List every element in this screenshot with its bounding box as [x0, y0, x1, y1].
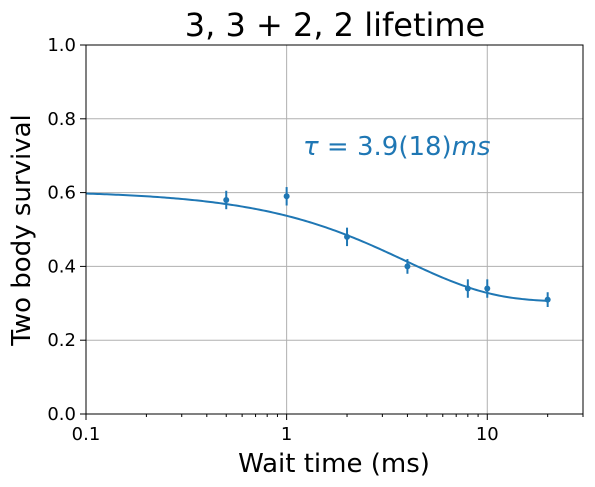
x-tick-label: 1 [281, 424, 292, 445]
y-tick-label: 0.4 [47, 256, 76, 277]
data-point [223, 196, 230, 203]
data-point [544, 296, 551, 303]
y-tick-label: 1.0 [47, 35, 76, 56]
tau-symbol: τ [303, 132, 319, 162]
tau-equals: = [319, 132, 357, 162]
x-tick-label: 10 [476, 424, 499, 445]
y-tick-label: 0.6 [47, 183, 76, 204]
y-axis: 0.0 0.2 0.4 0.6 0.8 1.0 [47, 35, 86, 425]
y-tick-label: 0.0 [47, 404, 76, 425]
y-tick-label: 0.8 [47, 109, 76, 130]
grid [86, 45, 583, 414]
data-point [484, 285, 491, 292]
fit-curve [85, 192, 548, 302]
points-layer [223, 187, 551, 307]
x-axis: 0.1 1 10 [72, 414, 584, 445]
tau-value: 3.9(18) [357, 132, 452, 162]
fit-layer [85, 192, 548, 302]
x-tick-label: 0.1 [72, 424, 101, 445]
plot-frame [85, 44, 584, 415]
data-point [404, 263, 411, 270]
x-axis-title: Wait time (ms) [238, 449, 430, 479]
y-axis-title: Two body survival [7, 114, 37, 346]
tau-unit: ms [452, 132, 491, 162]
tau-annotation: τ = 3.9(18)ms [303, 132, 491, 162]
data-point [344, 233, 351, 240]
data-point [283, 193, 290, 200]
chart-title: 3, 3 + 2, 2 lifetime [185, 6, 485, 44]
y-tick-label: 0.2 [47, 330, 76, 351]
data-point [464, 285, 471, 292]
